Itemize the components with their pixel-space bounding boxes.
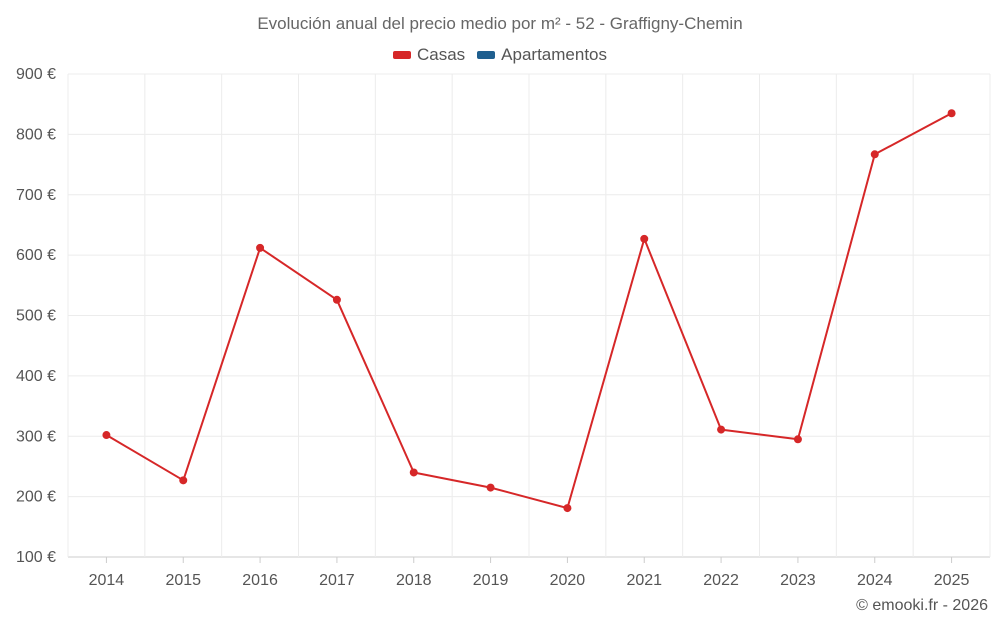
series-line-casas: [105, 112, 953, 510]
data-point: [717, 425, 726, 434]
x-tick-label: 2019: [473, 572, 509, 589]
legend-label-casas: Casas: [416, 45, 466, 64]
x-tick-label: 2014: [89, 572, 125, 589]
legend-swatch-casas: [392, 51, 411, 59]
x-tick-label: 2022: [703, 572, 739, 589]
data-point: [563, 504, 572, 513]
y-tick-label: 600 €: [16, 247, 56, 264]
y-tick-label: 700 €: [16, 187, 56, 204]
legend-item-casas[interactable]: Casas: [392, 45, 466, 65]
x-tick-label: 2024: [857, 572, 893, 589]
x-tick-label: 2018: [396, 572, 432, 589]
x-tick-label: 2021: [626, 572, 662, 589]
y-tick-label: 900 €: [16, 66, 56, 83]
data-point: [947, 109, 956, 118]
legend-label-apartamentos: Apartamentos: [501, 45, 608, 64]
data-point: [870, 150, 879, 159]
y-tick-label: 800 €: [16, 126, 56, 143]
chart-title: Evolución anual del precio medio por m² …: [257, 14, 743, 33]
x-tick-label: 2020: [550, 572, 586, 589]
data-point: [332, 295, 341, 304]
y-tick-label: 100 €: [16, 549, 56, 566]
y-tick-label: 300 €: [16, 428, 56, 445]
x-tick-label: 2025: [934, 572, 970, 589]
data-point: [640, 234, 649, 243]
x-tick-label: 2023: [780, 572, 816, 589]
y-tick-label: 200 €: [16, 489, 56, 506]
data-point: [486, 483, 495, 492]
legend-item-apartamentos[interactable]: Apartamentos: [477, 45, 607, 65]
data-point: [179, 476, 188, 485]
x-tick-label: 2016: [242, 572, 278, 589]
legend: Casas Apartamentos: [0, 45, 1000, 65]
x-tick-label: 2017: [319, 572, 355, 589]
y-tick-label: 500 €: [16, 308, 56, 325]
data-point: [102, 431, 111, 440]
y-tick-label: 400 €: [16, 368, 56, 385]
data-point: [256, 243, 265, 252]
x-tick-label: 2015: [165, 572, 201, 589]
copyright-text: © emooki.fr - 2026: [856, 597, 988, 614]
legend-swatch-apartamentos: [477, 51, 496, 59]
data-point: [409, 468, 418, 477]
data-point: [793, 435, 802, 444]
